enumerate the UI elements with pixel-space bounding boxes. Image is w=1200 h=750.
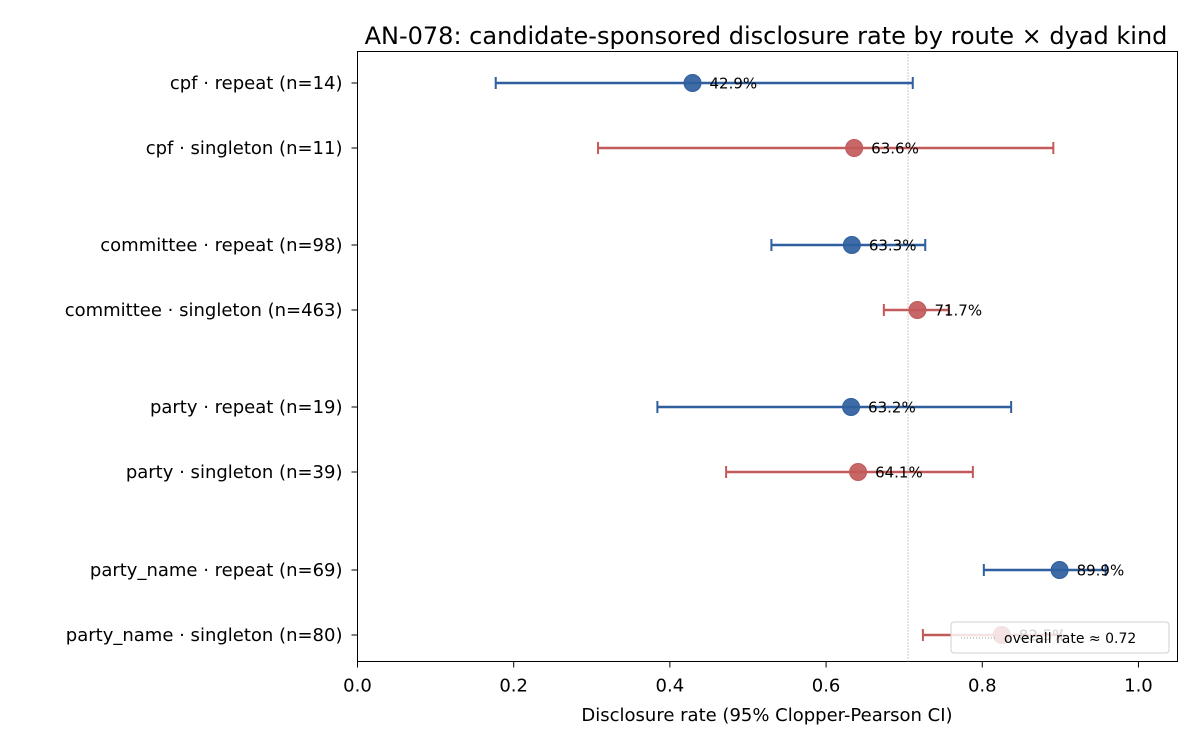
rate-point xyxy=(683,74,702,92)
x-tick-label: 1.0 xyxy=(1124,676,1153,697)
rate-label: 89.9% xyxy=(1077,562,1125,580)
y-tick-label: party_name · singleton (n=80) xyxy=(66,625,343,646)
x-axis-label: Disclosure rate (95% Clopper-Pearson CI) xyxy=(581,705,952,726)
rate-label: 64.1% xyxy=(875,464,923,482)
rate-point xyxy=(845,139,864,157)
row-6: party_name · repeat (n=69) 89.9% xyxy=(90,560,1124,581)
row-1: cpf · singleton (n=11) 63.6% xyxy=(146,138,1055,159)
plot-area xyxy=(357,51,1178,662)
row-0: cpf · repeat (n=14) 42.9% xyxy=(170,73,914,94)
row-4: party · repeat (n=19) 63.2% xyxy=(150,397,1013,418)
x-axis-ticks: 0.0 0.2 0.4 0.6 0.8 1.0 xyxy=(343,661,1153,697)
x-tick-label: 0.0 xyxy=(343,676,372,697)
rate-point xyxy=(908,301,927,319)
y-tick-label: party · singleton (n=39) xyxy=(126,462,343,483)
y-tick-label: cpf · repeat (n=14) xyxy=(170,73,343,94)
y-tick-label: party · repeat (n=19) xyxy=(150,397,343,418)
rate-point xyxy=(849,463,868,481)
rate-label: 42.9% xyxy=(710,75,758,93)
rate-point xyxy=(842,398,861,416)
rate-point xyxy=(1050,561,1069,579)
legend-box xyxy=(950,621,1170,654)
rate-label: 63.3% xyxy=(869,237,917,255)
row-5: party · singleton (n=39) 64.1% xyxy=(126,462,974,483)
rate-point xyxy=(842,236,861,254)
rate-label: 63.6% xyxy=(871,140,919,158)
x-tick-label: 0.6 xyxy=(812,676,841,697)
y-tick-label: party_name · repeat (n=69) xyxy=(90,560,343,581)
chart-rows: cpf · repeat (n=14) 42.9% cpf · singleton … xyxy=(65,73,1125,646)
row-3: committee · singleton (n=463) 71.7% xyxy=(65,300,982,321)
y-tick-label: cpf · singleton (n=11) xyxy=(146,138,343,159)
legend: overall rate ≈ 0.72 xyxy=(950,621,1170,654)
y-tick-label: committee · repeat (n=98) xyxy=(100,235,342,256)
y-tick-label: committee · singleton (n=463) xyxy=(65,300,343,321)
chart-title: AN-078: candidate-sponsored disclosure r… xyxy=(365,22,1168,50)
rate-label: 63.2% xyxy=(868,399,916,417)
x-tick-label: 0.4 xyxy=(656,676,685,697)
row-2: committee · repeat (n=98) 63.3% xyxy=(100,235,927,256)
x-tick-label: 0.2 xyxy=(499,676,528,697)
legend-entry-overall-rate: overall rate ≈ 0.72 xyxy=(1004,631,1136,647)
rate-label: 71.7% xyxy=(934,302,982,320)
x-tick-label: 0.8 xyxy=(968,676,997,697)
